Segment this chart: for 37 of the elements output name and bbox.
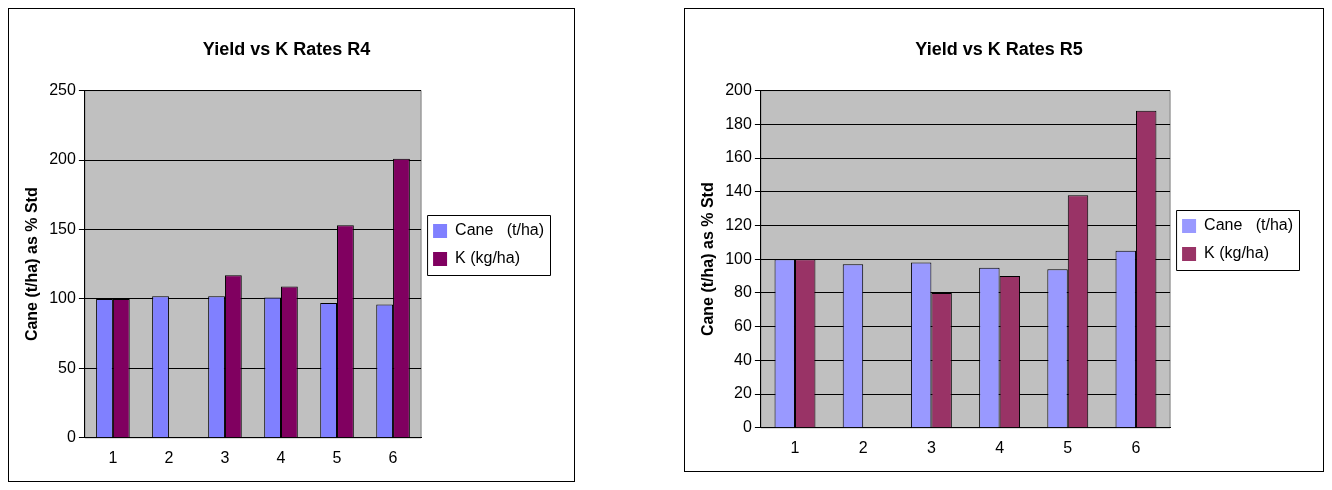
x-tick-label: 3	[926, 438, 936, 456]
y-tick-label: 250	[49, 81, 76, 99]
x-tick-label: 1	[108, 448, 118, 466]
y-tick-label: 200	[725, 81, 752, 99]
y-axis-title: Cane (t/ha) as % Std	[699, 182, 717, 337]
y-tick-label: 200	[49, 150, 76, 168]
y-tick-label: 180	[725, 114, 752, 132]
x-tick-label: 6	[388, 448, 398, 466]
chart-title: Yield vs K Rates R4	[202, 38, 371, 59]
x-tick-label: 3	[220, 448, 230, 466]
x-tick-label: 1	[790, 438, 800, 456]
x-tick-label: 5	[1063, 438, 1073, 456]
x-tick-label: 6	[1131, 438, 1141, 456]
x-tick-label: 2	[858, 438, 868, 456]
x-tick-label: 5	[332, 448, 342, 466]
x-tick-label: 2	[164, 448, 174, 466]
y-tick-label: 160	[725, 148, 752, 166]
legend-label: Cane (t/ha)	[455, 221, 545, 239]
y-tick-label: 120	[725, 215, 752, 233]
x-tick-label: 4	[995, 438, 1005, 456]
y-tick-label: 50	[58, 358, 76, 376]
y-tick-label: 80	[734, 283, 752, 301]
y-tick-label: 100	[725, 249, 752, 267]
y-tick-label: 40	[734, 350, 752, 368]
y-tick-label: 0	[66, 428, 76, 446]
chart-title: Yield vs K Rates R5	[915, 38, 1083, 59]
y-axis-title: Cane (t/ha) as % Std	[23, 187, 41, 342]
y-tick-label: 100	[49, 289, 76, 307]
legend-label: Cane (t/ha)	[1204, 216, 1294, 234]
x-tick-label: 4	[276, 448, 286, 466]
y-tick-label: 20	[734, 384, 752, 402]
legend-label: K (kg/ha)	[455, 249, 520, 267]
y-tick-label: 60	[734, 317, 752, 335]
y-tick-label: 140	[725, 182, 752, 200]
y-tick-label: 0	[742, 418, 752, 436]
y-tick-label: 150	[49, 219, 76, 237]
legend-label: K (kg/ha)	[1204, 244, 1269, 262]
